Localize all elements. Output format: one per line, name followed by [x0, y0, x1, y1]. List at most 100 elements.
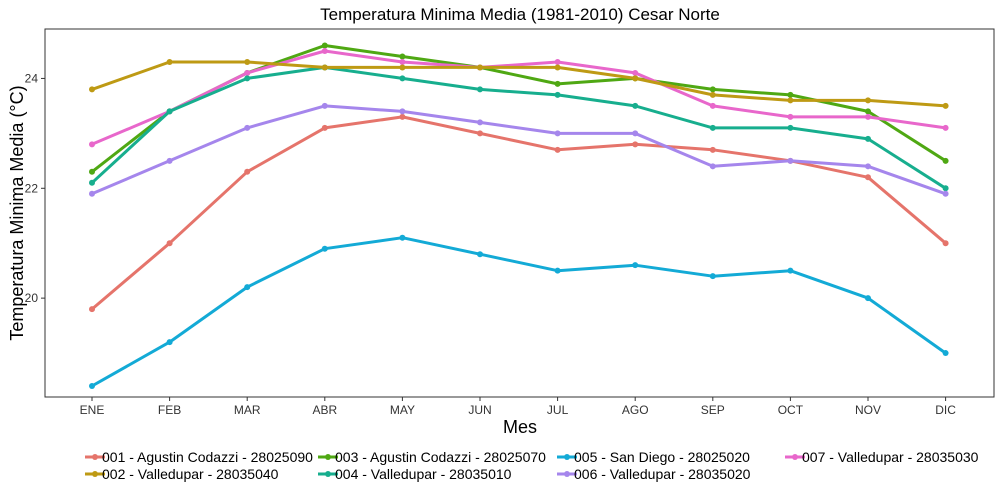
data-point: [554, 267, 561, 274]
x-tick-label: SEP: [701, 403, 725, 417]
legend-item: 004 - Valledupar - 28035010: [318, 466, 512, 482]
series-4: [89, 64, 949, 192]
data-point: [477, 64, 483, 71]
legend-key-point: [92, 471, 98, 477]
legend-item: 003 - Agustin Codazzi - 28025070: [318, 449, 546, 465]
data-point: [709, 91, 716, 98]
legend-key-point: [564, 471, 570, 477]
data-point: [244, 124, 251, 131]
legend-label: 006 - Valledupar - 28035020: [574, 466, 751, 482]
legend-key-point: [92, 454, 98, 460]
x-tick-label: ABR: [312, 403, 337, 417]
series-6: [89, 102, 949, 197]
data-point: [787, 124, 794, 131]
legend-item: 006 - Valledupar - 28035020: [557, 466, 751, 482]
data-point: [787, 97, 794, 104]
data-point: [399, 58, 406, 65]
data-point: [942, 240, 949, 247]
x-axis-title: Mes: [503, 417, 537, 437]
data-point: [244, 75, 251, 82]
data-point: [865, 135, 871, 142]
series-2: [89, 58, 949, 109]
series-line: [90, 104, 948, 196]
data-point: [477, 130, 483, 137]
x-axis: ENE FEB MAR ABR MAY JUN JUL AGO SEP OCT NOV DIC: [80, 397, 956, 417]
data-point: [321, 47, 328, 54]
data-point: [399, 113, 406, 120]
data-point: [942, 350, 949, 357]
legend-label: 001 - Agustin Codazzi - 28025090: [102, 449, 313, 465]
data-point: [709, 163, 716, 170]
data-point: [787, 113, 794, 120]
y-tick-label: 20: [25, 291, 39, 305]
data-point: [554, 91, 561, 98]
data-point: [321, 124, 328, 131]
x-tick-label: DIC: [935, 403, 956, 417]
data-point: [166, 157, 173, 164]
data-point: [554, 146, 561, 153]
series-line: [90, 236, 948, 388]
series-line: [90, 60, 948, 108]
data-point: [942, 102, 949, 109]
data-point: [709, 273, 716, 280]
data-point: [942, 185, 949, 192]
data-point: [865, 113, 871, 120]
data-point: [477, 86, 483, 93]
chart-title: Temperatura Minima Media (1981-2010) Ces…: [320, 5, 720, 24]
data-point: [632, 141, 639, 148]
legend-item: 002 - Valledupar - 28035040: [85, 466, 279, 482]
data-point: [942, 124, 949, 131]
x-tick-label: MAY: [390, 403, 415, 417]
legend-item: 001 - Agustin Codazzi - 28025090: [85, 449, 313, 465]
series-line: [90, 49, 948, 146]
series-5: [89, 234, 949, 390]
x-tick-label: ENE: [80, 403, 105, 417]
legend-label: 002 - Valledupar - 28035040: [102, 466, 279, 482]
data-point: [399, 53, 406, 60]
data-point: [166, 58, 173, 65]
data-point: [399, 108, 406, 115]
data-point: [865, 295, 871, 302]
x-tick-label: NOV: [855, 403, 881, 417]
x-tick-label: OCT: [778, 403, 804, 417]
data-point: [244, 69, 251, 76]
data-point: [865, 108, 871, 115]
data-point: [632, 75, 639, 82]
data-point: [477, 251, 483, 258]
series-line: [90, 65, 948, 190]
x-tick-label: JUN: [468, 403, 491, 417]
series-line: [90, 115, 948, 311]
data-point: [321, 64, 328, 71]
data-point: [321, 245, 328, 252]
data-point: [709, 124, 716, 131]
data-point: [554, 64, 561, 71]
data-point: [399, 64, 406, 71]
data-point: [632, 130, 639, 137]
legend-key-point: [325, 471, 331, 477]
series-layer: [89, 42, 949, 390]
y-axis-title: Temperatura Minima Media (°C): [7, 85, 27, 340]
data-point: [244, 58, 251, 65]
y-tick-label: 24: [25, 71, 39, 85]
data-point: [89, 190, 95, 197]
data-point: [942, 190, 949, 197]
data-point: [166, 108, 173, 115]
data-point: [89, 86, 95, 93]
data-point: [321, 42, 328, 49]
legend-label: 005 - San Diego - 28025020: [574, 449, 750, 465]
data-point: [554, 80, 561, 87]
data-point: [632, 102, 639, 109]
data-point: [787, 91, 794, 98]
data-point: [321, 102, 328, 109]
x-tick-label: MAR: [234, 403, 261, 417]
data-point: [399, 75, 406, 82]
data-point: [942, 157, 949, 164]
data-point: [787, 157, 794, 164]
data-point: [89, 383, 95, 390]
x-tick-label: JUL: [547, 403, 569, 417]
plot-panel: [44, 28, 995, 398]
data-point: [865, 97, 871, 104]
data-point: [89, 179, 95, 186]
